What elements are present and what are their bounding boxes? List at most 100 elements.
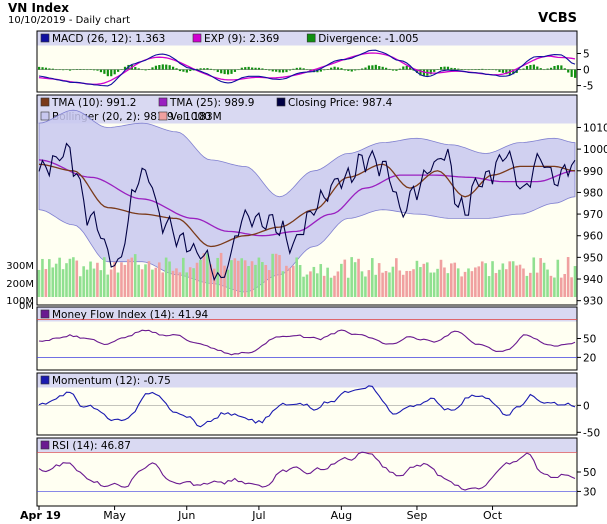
- macd-divergence-bar: [302, 68, 305, 70]
- volume-bar: [333, 275, 336, 297]
- macd-divergence-bar: [574, 69, 577, 78]
- macd-divergence-bar: [347, 69, 350, 71]
- volume-bar: [504, 269, 508, 297]
- mfi-ytick-label-1: 50: [583, 334, 596, 346]
- volume-bar: [522, 268, 525, 297]
- macd-divergence-bar: [240, 67, 243, 70]
- volume-bar: [182, 257, 185, 297]
- macd-divergence-bar: [48, 68, 51, 70]
- volume-bar: [99, 270, 103, 297]
- macd-divergence-bar: [281, 69, 285, 73]
- macd-divergence-bar: [525, 66, 529, 70]
- macd-divergence-bar: [457, 68, 460, 70]
- macd-divergence-bar: [381, 66, 384, 70]
- volume-bar: [443, 267, 446, 297]
- macd-divergence-bar: [549, 67, 553, 70]
- price-legend-label-0: TMA (10): 991.2: [51, 97, 136, 109]
- volume-bar: [216, 257, 219, 297]
- x-tick-label-4: Aug: [331, 509, 352, 522]
- volume-bar: [209, 264, 213, 297]
- volume-bar: [367, 270, 371, 297]
- price-legend-label-2: Closing Price: 987.4: [288, 97, 393, 109]
- rsi-legend-swatch-0: [40, 440, 50, 450]
- volume-bar: [515, 265, 518, 297]
- macd-divergence-bar: [223, 69, 226, 75]
- macd-divergence-bar: [491, 69, 494, 71]
- macd-divergence-bar: [453, 68, 456, 70]
- macd-divergence-bar: [165, 64, 168, 70]
- price-legend-swatch-2: [276, 97, 286, 107]
- macd-divergence-bar: [340, 68, 343, 70]
- volume-bar: [168, 261, 171, 297]
- macd-divergence-bar: [398, 68, 401, 70]
- volume-bar: [120, 262, 123, 297]
- mfi-legend-label-0: Money Flow Index (14): 41.94: [52, 309, 209, 321]
- x-tick-label-3: Jul: [251, 509, 265, 522]
- volume-bar: [539, 258, 542, 297]
- macd-divergence-bar: [113, 69, 116, 75]
- volume-bar: [484, 263, 487, 297]
- momentum-ytick-label-1: 0: [583, 400, 590, 412]
- volume-bar: [58, 257, 61, 297]
- macd-divergence-bar: [72, 69, 75, 71]
- volume-bar: [535, 272, 539, 297]
- macd-divergence-bar: [446, 66, 450, 70]
- price-ytick-label-3: 990: [583, 166, 603, 178]
- volume-bar: [202, 253, 206, 297]
- volume-bar: [305, 274, 309, 297]
- macd-divergence-bar: [233, 69, 237, 72]
- macd-divergence-bar: [185, 69, 188, 73]
- macd-divergence-bar: [336, 67, 340, 70]
- rsi-legend-bg: [37, 438, 577, 453]
- macd-divergence-bar: [216, 69, 219, 73]
- macd-divergence-bar: [254, 67, 257, 70]
- volume-bar: [264, 265, 268, 297]
- macd-divergence-bar: [257, 67, 261, 70]
- macd-divergence-bar: [481, 68, 484, 70]
- volume-bar: [391, 266, 395, 297]
- volume-bar: [247, 266, 250, 297]
- volume-bar: [511, 261, 515, 297]
- volume-bar: [556, 259, 560, 297]
- volume-bar: [450, 263, 453, 297]
- volume-bar: [133, 254, 137, 297]
- macd-legend-swatch-0: [40, 33, 50, 43]
- macd-divergence-bar: [388, 68, 391, 70]
- macd-divergence-bar: [367, 65, 371, 70]
- volume-bar: [491, 261, 494, 297]
- price-ytick-label-5: 970: [583, 209, 603, 221]
- volume-bar: [278, 255, 281, 297]
- volume-bar: [161, 272, 164, 297]
- x-tick-label-0: Apr 19: [20, 509, 61, 522]
- macd-line: [38, 49, 576, 87]
- macd-divergence-bar: [553, 66, 556, 70]
- macd-divergence-bar: [295, 67, 298, 70]
- volume-bar: [309, 271, 312, 297]
- volume-bar: [75, 260, 79, 297]
- volume-bar: [243, 260, 247, 297]
- volume-bar: [226, 269, 230, 297]
- macd-divergence-bar: [172, 66, 175, 70]
- macd-divergence-bar: [62, 69, 65, 71]
- macd-divergence-bar: [206, 68, 209, 70]
- macd-divergence-bar: [278, 69, 281, 73]
- momentum-legend-bg: [37, 373, 577, 388]
- rsi-ytick-label-1: 50: [583, 467, 596, 479]
- macd-divergence-bar: [41, 67, 44, 70]
- macd-divergence-bar: [501, 69, 505, 73]
- macd-divergence-bar: [546, 68, 549, 70]
- macd-divergence-bar: [409, 67, 412, 70]
- volume-bar: [154, 267, 158, 297]
- volume-bar: [147, 261, 151, 297]
- macd-divergence-bar: [261, 68, 264, 70]
- macd-ytick-label-1: 5: [583, 48, 590, 60]
- macd-divergence-bar: [196, 68, 199, 70]
- volume-bar: [422, 263, 426, 297]
- volume-bar: [501, 263, 505, 297]
- volume-bar: [319, 264, 323, 297]
- x-tick-label-5: Sep: [407, 509, 428, 522]
- volume-bar: [274, 253, 278, 297]
- volume-bar: [364, 276, 367, 297]
- macd-divergence-bar: [477, 69, 480, 70]
